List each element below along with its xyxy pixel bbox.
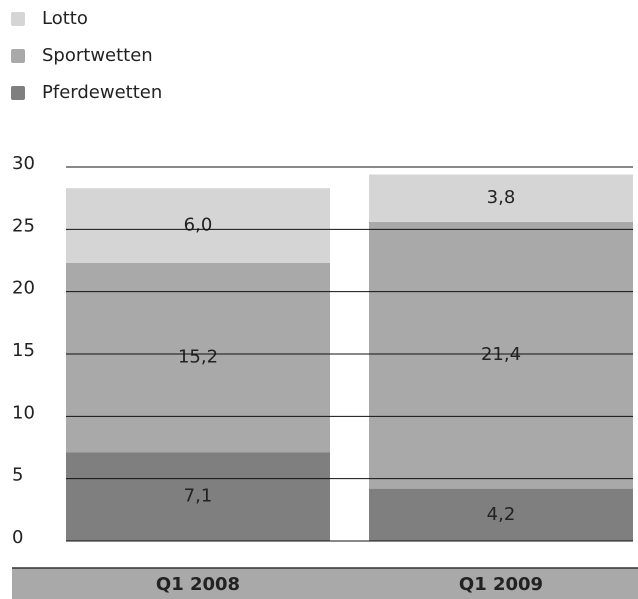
bar-segment	[369, 174, 633, 222]
bar-segment	[369, 488, 633, 541]
data-label: 7,1	[184, 486, 213, 507]
data-label: 6,0	[184, 215, 213, 236]
data-label: 21,4	[481, 344, 521, 365]
data-label: 4,2	[487, 504, 516, 525]
bar-segment	[369, 221, 633, 489]
legend-swatch	[11, 49, 25, 63]
bar-segment	[66, 452, 330, 541]
category-band	[12, 568, 638, 599]
legend-label: Lotto	[42, 8, 88, 29]
y-tick-label: 20	[12, 278, 35, 299]
x-tick-label: Q1 2008	[156, 574, 240, 595]
data-label: 3,8	[487, 187, 516, 208]
y-tick-label: 10	[12, 402, 35, 423]
y-tick-label: 15	[12, 340, 35, 361]
data-label: 15,2	[178, 347, 218, 368]
legend-swatch	[11, 12, 25, 26]
bar-segment	[66, 262, 330, 453]
bar-segment	[66, 188, 330, 263]
y-tick-label: 0	[12, 527, 23, 548]
y-tick-label: 30	[12, 153, 35, 174]
legend-label: Pferdewetten	[42, 82, 162, 103]
y-tick-label: 25	[12, 215, 35, 236]
legend-label: Sportwetten	[42, 45, 153, 66]
x-tick-label: Q1 2009	[459, 574, 543, 595]
y-tick-label: 5	[12, 465, 23, 486]
legend-swatch	[11, 86, 25, 100]
